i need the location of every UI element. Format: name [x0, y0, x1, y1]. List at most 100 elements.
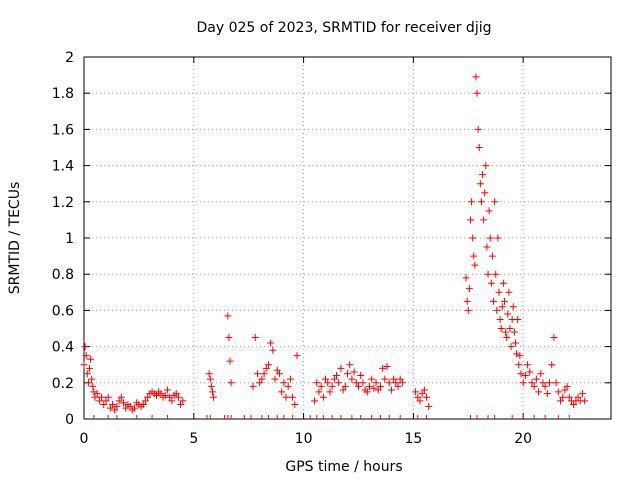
data-point	[359, 379, 367, 387]
data-point	[102, 397, 110, 405]
data-point	[552, 379, 560, 387]
data-point	[483, 243, 491, 251]
data-point	[383, 363, 391, 371]
y-tick-labels: 0 0.2 0.4 0.6 0.8 1 1.2 1.4 1.6 1.8 2	[52, 50, 74, 428]
data-point	[172, 390, 180, 398]
data-point	[319, 393, 327, 401]
x-tick-label: 10	[295, 431, 313, 447]
data-point	[490, 297, 498, 305]
data-point	[470, 252, 478, 260]
data-point	[475, 144, 483, 151]
data-points	[80, 73, 589, 419]
y-tick-label: 1.6	[52, 122, 74, 138]
data-point	[420, 386, 428, 394]
data-point	[505, 288, 513, 296]
data-point	[497, 325, 505, 332]
data-point	[168, 397, 176, 405]
data-point	[463, 297, 471, 305]
x-tick-label: 15	[404, 431, 422, 447]
data-point	[122, 404, 130, 412]
data-point	[225, 334, 233, 342]
data-point	[464, 306, 472, 314]
data-point	[291, 401, 299, 409]
data-point	[390, 375, 398, 383]
data-point	[469, 234, 477, 242]
data-point	[83, 370, 91, 378]
data-point	[526, 368, 534, 376]
data-point	[370, 384, 378, 392]
x-tick-label: 0	[80, 431, 89, 447]
data-point	[333, 372, 341, 380]
data-point	[546, 379, 554, 387]
data-point	[326, 388, 334, 396]
data-point	[541, 382, 549, 390]
data-point	[93, 390, 101, 398]
y-tick-label: 0	[65, 412, 74, 428]
data-point	[482, 162, 490, 170]
data-point	[372, 379, 380, 387]
data-point	[462, 274, 470, 282]
data-point	[352, 379, 360, 387]
data-point	[392, 379, 400, 387]
data-point	[473, 89, 481, 97]
data-point	[499, 279, 507, 287]
data-point	[487, 279, 495, 287]
data-point	[479, 171, 487, 179]
data-point	[365, 382, 373, 390]
data-point	[179, 397, 187, 405]
data-point	[275, 370, 283, 378]
data-point	[581, 397, 589, 405]
data-point	[519, 379, 527, 387]
data-point	[381, 375, 389, 383]
data-point	[485, 207, 493, 215]
data-point	[226, 357, 234, 365]
data-point	[507, 343, 515, 351]
data-point	[504, 310, 512, 318]
data-point	[207, 382, 215, 390]
data-point	[157, 390, 165, 398]
data-point	[398, 379, 406, 387]
data-point	[357, 372, 365, 380]
data-point	[280, 379, 288, 387]
data-point	[503, 334, 511, 342]
data-point	[284, 382, 292, 390]
data-point	[498, 303, 506, 311]
data-point	[368, 375, 376, 383]
y-tick-label: 1	[65, 231, 74, 247]
data-point	[425, 402, 433, 410]
data-point	[524, 361, 532, 369]
data-point	[95, 397, 103, 405]
data-point	[174, 393, 182, 401]
y-tick-label: 0.2	[52, 376, 74, 392]
data-point	[539, 379, 547, 387]
chart-title: Day 025 of 2023, SRMTID for receiver dji…	[197, 20, 492, 36]
data-point	[471, 261, 479, 269]
data-point	[88, 375, 96, 383]
data-point	[289, 393, 297, 401]
data-point	[117, 393, 125, 401]
data-point	[350, 368, 358, 376]
data-point	[80, 361, 88, 369]
grid-lines	[84, 57, 611, 419]
data-point	[267, 339, 275, 347]
data-point	[341, 382, 349, 390]
data-point	[387, 386, 395, 394]
data-point	[251, 334, 259, 342]
data-point	[139, 401, 147, 409]
axis-ticks	[83, 56, 611, 420]
data-point	[480, 216, 488, 224]
y-tick-label: 0.6	[52, 303, 74, 319]
data-point	[502, 328, 510, 336]
data-point	[152, 391, 160, 399]
y-tick-label: 2	[65, 50, 74, 66]
data-point	[521, 372, 529, 380]
data-point	[273, 366, 281, 374]
data-point	[205, 370, 213, 378]
data-point	[474, 125, 482, 133]
data-point	[548, 361, 556, 369]
data-point	[256, 379, 264, 387]
data-point	[249, 382, 257, 390]
data-point	[466, 216, 474, 224]
data-point	[535, 388, 543, 396]
data-point	[465, 285, 473, 293]
